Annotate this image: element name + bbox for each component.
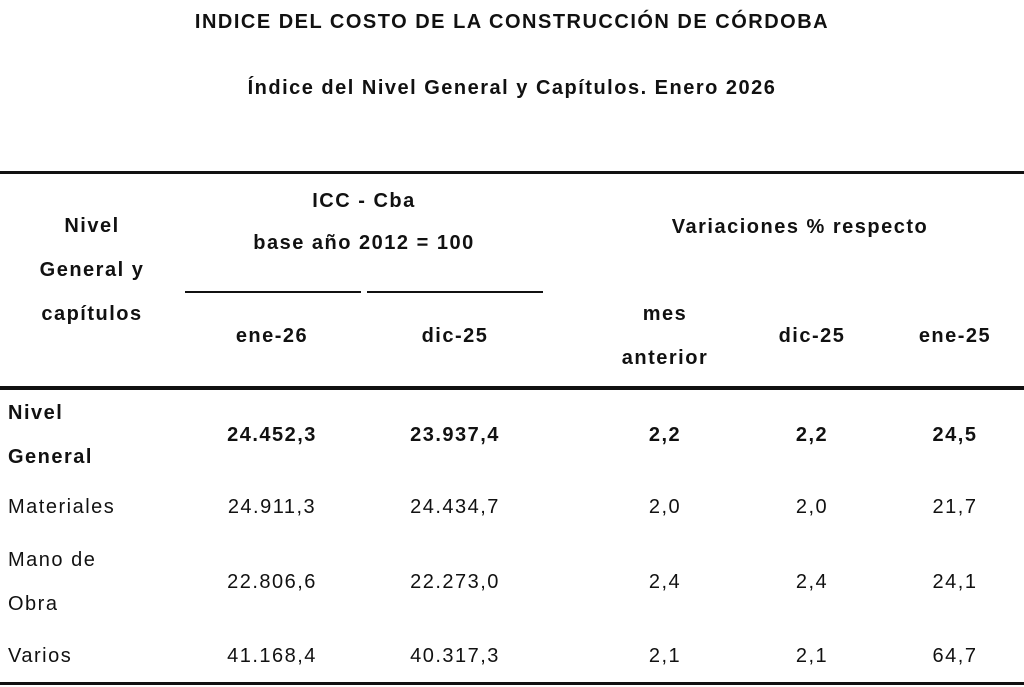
table-bottom-rule (0, 682, 1024, 685)
variations-header: Variaciones % respecto (671, 216, 929, 238)
cell-value: 2,4 (648, 571, 682, 593)
header-bottom-rule (0, 386, 1024, 390)
cell-value: 24,5 (932, 424, 978, 446)
column-header: ene-25 (918, 325, 992, 347)
column-header: dic-25 (778, 325, 846, 347)
cell-value: 2,4 (795, 571, 829, 593)
cell-value: 2,1 (648, 645, 682, 667)
header-underline (367, 291, 543, 293)
header-underline (185, 291, 361, 293)
row-label: Nivel General (8, 402, 93, 468)
cell-value: 41.168,4 (227, 645, 317, 667)
column-header: ene-26 (235, 325, 309, 347)
row-label: Mano de Obra (8, 549, 97, 615)
cell-value: 24.434,7 (410, 496, 500, 518)
row-label-header: Nivel General y capítulos (39, 215, 145, 325)
cell-value: 23.937,4 (410, 424, 500, 446)
cell-value: 2,2 (795, 424, 829, 446)
cell-value: 21,7 (932, 496, 978, 518)
title: INDICE DEL COSTO DE LA CONSTRUCCIÓN DE C… (194, 11, 830, 33)
cell-value: 40.317,3 (410, 645, 500, 667)
icc-base-header: base año 2012 = 100 (253, 232, 475, 254)
subtitle: Índice del Nivel General y Capítulos. En… (247, 77, 777, 99)
table-top-rule (0, 171, 1024, 174)
cell-value: 2,1 (795, 645, 829, 667)
cell-value: 24,1 (932, 571, 978, 593)
row-label: Materiales (8, 496, 116, 518)
icc-header: ICC - Cba (312, 190, 416, 212)
row-label: Varios (8, 645, 73, 667)
cell-value: 2,0 (795, 496, 829, 518)
column-header: mes anterior (621, 303, 709, 369)
column-header: dic-25 (421, 325, 489, 347)
cell-value: 2,0 (648, 496, 682, 518)
cell-value: 24.452,3 (227, 424, 317, 446)
cell-value: 22.273,0 (410, 571, 500, 593)
cell-value: 22.806,6 (227, 571, 317, 593)
cell-value: 2,2 (648, 424, 682, 446)
cell-value: 64,7 (932, 645, 978, 667)
cell-value: 24.911,3 (227, 496, 317, 518)
